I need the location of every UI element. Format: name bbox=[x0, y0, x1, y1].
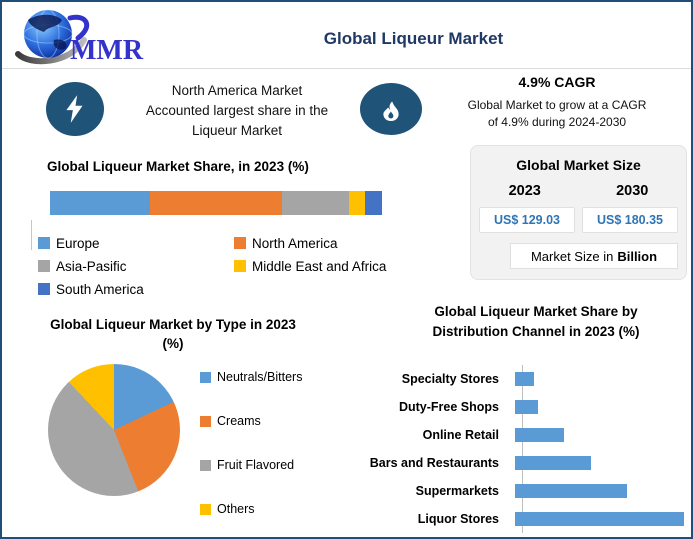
cagr-title: 4.9% CAGR bbox=[518, 74, 596, 90]
legend-swatch-icon bbox=[200, 459, 211, 471]
market-size-year-2030: 2030 bbox=[616, 183, 649, 199]
dist-category-label: Online Retail bbox=[422, 428, 499, 442]
lightning-icon bbox=[66, 95, 83, 123]
bar-segment-europe bbox=[50, 191, 150, 215]
legend-swatch-icon bbox=[38, 260, 50, 272]
type-legend: Neutrals/Bitters Creams Fruit Flavored Othe… bbox=[200, 368, 302, 518]
legend-label: Creams bbox=[217, 414, 261, 428]
bar-segment-asia-pasific bbox=[282, 191, 349, 215]
dist-bar-online-retail bbox=[515, 428, 564, 442]
market-size-unit-note: Market Size in Billion bbox=[510, 243, 678, 269]
dist-bar-supermarkets bbox=[515, 484, 627, 498]
dist-bar-duty-free-shops bbox=[515, 400, 539, 414]
market-size-title: Global Market Size bbox=[516, 157, 641, 173]
lightning-badge bbox=[46, 82, 104, 136]
market-size-panel: Global Market Size 2023 2030 US$ 129.03 … bbox=[470, 145, 687, 280]
legend-swatch-icon bbox=[38, 237, 50, 249]
type-chart-title-line: Global Liqueur Market by Type in 2023 bbox=[50, 317, 296, 332]
legend-item-north-america: North America bbox=[234, 234, 438, 252]
region-share-chart-title: Global Liqueur Market Share, in 2023 (%) bbox=[47, 159, 309, 174]
dist-row-specialty-stores: Specialty Stores bbox=[360, 365, 684, 393]
header-divider bbox=[2, 68, 691, 69]
dist-bar-track bbox=[515, 428, 684, 442]
axis-tick bbox=[31, 220, 32, 250]
type-chart-title-line: (%) bbox=[162, 336, 184, 351]
unit-note-bold: Billion bbox=[617, 248, 658, 264]
y-axis-line bbox=[522, 365, 523, 533]
logo-swoosh-blue bbox=[67, 14, 90, 41]
dist-row-online-retail: Online Retail bbox=[360, 421, 684, 449]
legend-item-middle-east-and-africa: Middle East and Africa bbox=[234, 257, 438, 275]
region-legend: Europe North America Asia-Pasific Middle Ea… bbox=[38, 234, 438, 298]
distribution-title-line: Global Liqueur Market Share by bbox=[434, 304, 638, 319]
type-pie-chart bbox=[48, 364, 180, 496]
mmr-logo: MMR bbox=[15, 9, 144, 66]
dist-category-label: Duty-Free Shops bbox=[398, 400, 499, 414]
highlight-line: Liqueur Market bbox=[191, 123, 283, 138]
cagr-line: Global Market to grow at a CAGR bbox=[467, 98, 647, 112]
dist-row-supermarkets: Supermarkets bbox=[360, 477, 684, 505]
legend-label: Fruit Flavored bbox=[217, 458, 295, 472]
dist-category-label: Specialty Stores bbox=[401, 372, 499, 386]
bar-segment-south-america bbox=[365, 191, 382, 215]
legend-item-fruit-flavored: Fruit Flavored bbox=[200, 456, 302, 474]
legend-label: Neutrals/Bitters bbox=[217, 370, 303, 384]
legend-label: North America bbox=[252, 235, 338, 251]
legend-item-neutrals-bitters: Neutrals/Bitters bbox=[200, 368, 302, 386]
dist-bar-track bbox=[515, 512, 684, 526]
legend-label: Middle East and Africa bbox=[252, 258, 387, 274]
legend-swatch-icon bbox=[200, 415, 211, 427]
dist-bar-track bbox=[515, 400, 684, 414]
legend-swatch-icon bbox=[200, 503, 211, 515]
unit-note-text: Market Size in bbox=[530, 248, 614, 264]
bar-segment-north-america bbox=[149, 191, 283, 215]
dist-row-bars-and-restaurants: Bars and Restaurants bbox=[360, 449, 684, 477]
dist-bar-specialty-stores bbox=[515, 372, 534, 386]
legend-swatch-icon bbox=[234, 260, 246, 272]
dist-bar-track bbox=[515, 456, 684, 470]
cagr-highlight: 4.9% CAGR Global Market to grow at a CAG… bbox=[434, 74, 680, 131]
cagr-line: of 4.9% during 2024-2030 bbox=[487, 115, 627, 129]
legend-item-europe: Europe bbox=[38, 234, 234, 252]
dist-bar-bars-and-restaurants bbox=[515, 456, 592, 470]
dist-row-liquor-stores: Liquor Stores bbox=[360, 505, 684, 533]
type-chart-title: Global Liqueur Market by Type in 2023 (%… bbox=[22, 315, 324, 353]
dist-row-duty-free-shops: Duty-Free Shops bbox=[360, 393, 684, 421]
bar-segment-middle-east-and-africa bbox=[348, 191, 366, 215]
market-size-year-2023: 2023 bbox=[508, 183, 541, 199]
logo-text: MMR bbox=[70, 35, 144, 66]
legend-item-others: Others bbox=[200, 500, 302, 518]
legend-swatch-icon bbox=[234, 237, 246, 249]
dist-category-label: Supermarkets bbox=[415, 484, 499, 498]
highlight-line: North America Market bbox=[171, 83, 303, 98]
distribution-bar-chart: Specialty Stores Duty-Free Shops Online Re… bbox=[360, 365, 684, 533]
distribution-title-line: Distribution Channel in 2023 (%) bbox=[432, 324, 640, 339]
legend-swatch-icon bbox=[38, 283, 50, 295]
legend-item-creams: Creams bbox=[200, 412, 302, 430]
legend-label: Others bbox=[217, 502, 255, 516]
legend-label: Asia-Pasific bbox=[56, 258, 127, 274]
region-share-stacked-bar bbox=[50, 191, 382, 215]
legend-item-south-america: South America bbox=[38, 280, 234, 298]
north-america-highlight: North America Market Accounted largest s… bbox=[106, 81, 368, 141]
flame-badge bbox=[360, 83, 422, 135]
highlight-line: Accounted largest share in the bbox=[145, 103, 329, 118]
logo-swoosh-gray bbox=[15, 37, 87, 65]
dist-category-label: Liquor Stores bbox=[417, 512, 499, 526]
distribution-chart-title: Global Liqueur Market Share by Distribut… bbox=[390, 302, 682, 342]
page-title: Global Liqueur Market bbox=[323, 29, 504, 48]
flame-icon bbox=[383, 101, 399, 121]
legend-item-asia-pasific: Asia-Pasific bbox=[38, 257, 234, 275]
dist-category-label: Bars and Restaurants bbox=[369, 456, 499, 470]
legend-swatch-icon bbox=[200, 371, 211, 383]
legend-label: Europe bbox=[56, 235, 100, 251]
market-size-value-2023: US$ 129.03 bbox=[479, 207, 575, 233]
market-size-value-2030: US$ 180.35 bbox=[582, 207, 678, 233]
legend-label: South America bbox=[56, 281, 144, 297]
dist-bar-liquor-stores bbox=[515, 512, 684, 526]
dist-bar-track bbox=[515, 372, 684, 386]
dist-bar-track bbox=[515, 484, 684, 498]
